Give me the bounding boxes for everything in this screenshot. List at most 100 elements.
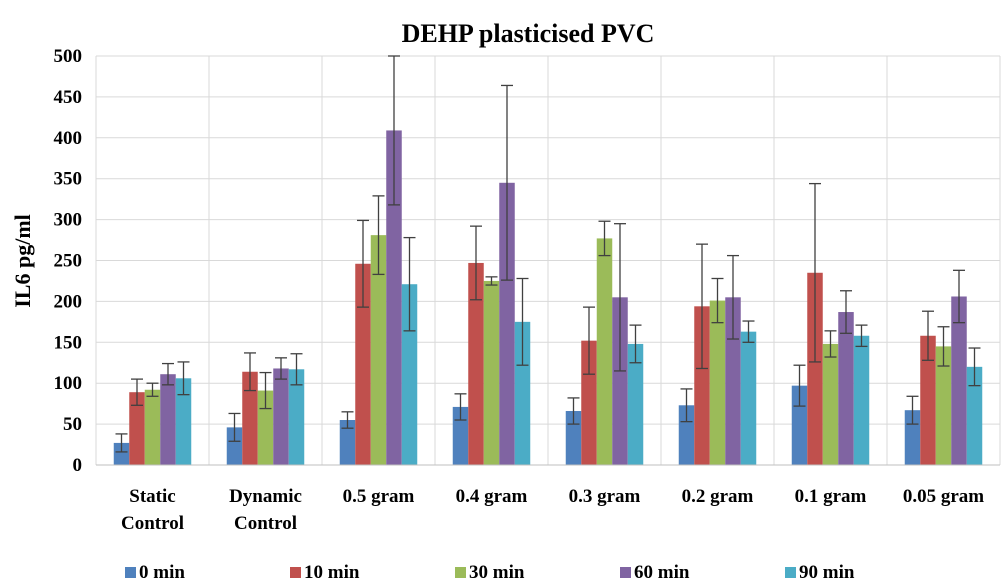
x-category-label: 0.1 gram [795,486,867,507]
x-category-label: 0.2 gram [682,486,754,507]
error-bar [953,269,965,324]
error-bar [855,324,868,348]
error-bar [711,277,724,324]
bar-90-min-1 [288,369,305,465]
error-bar [937,326,950,367]
error-bar [357,219,369,308]
legend-label: 30 min [469,562,525,583]
bar-10-min-4 [581,340,597,465]
bar-0-min-2 [339,420,356,465]
x-category-label: Dynamic [229,486,302,507]
y-tick-label: 150 [54,332,83,353]
bar-10-min-0 [129,392,145,465]
y-tick-label: 250 [54,251,83,272]
error-bar [275,357,287,380]
error-bar [680,388,693,423]
error-bar [177,361,190,396]
error-bar [341,411,354,429]
error-bar [162,362,174,386]
legend-item: 60 min [620,562,690,583]
legend-item: 0 min [125,562,185,583]
x-category-label: 0.5 gram [343,486,415,507]
error-bar [840,290,852,334]
error-bar [516,277,529,366]
y-tick-label: 350 [54,169,83,190]
bar-60-min-0 [160,374,176,465]
bar-30-min-0 [144,389,161,465]
error-bar [131,378,143,406]
bar-30-min-2 [370,235,387,465]
error-bar [567,397,580,425]
error-bar [470,225,482,301]
error-bar [454,393,467,421]
legend-swatch [785,567,796,578]
y-tick-label: 500 [54,46,83,67]
bar-0-min-3 [452,406,469,465]
legend-swatch [125,567,136,578]
error-bar [906,395,919,425]
error-bar [793,364,806,407]
error-bar [244,352,256,392]
bar-0-min-5 [678,405,695,465]
bar-60-min-3 [499,182,515,466]
error-bar [388,55,400,206]
error-bars [115,55,981,453]
legend-item: 30 min [455,562,525,583]
gridlines [95,55,1001,465]
error-bar [403,236,416,332]
error-bar [115,433,128,453]
y-tick-label: 450 [54,87,83,108]
bar-60-min-7 [951,296,967,465]
y-tick-label: 400 [54,128,83,149]
y-tick-label: 50 [63,414,82,435]
bar-30-min-5 [709,300,726,465]
y-tick-label: 0 [73,455,83,476]
bars [113,130,983,466]
error-bar [372,195,385,276]
bar-60-min-6 [838,312,854,465]
error-bar [501,84,513,281]
error-bar [290,353,303,386]
legend-label: 90 min [799,562,855,583]
legend-label: 10 min [304,562,360,583]
bar-90-min-0 [175,378,192,465]
bar-60-min-1 [273,368,289,465]
legend-item: 90 min [785,562,855,583]
chart-title: DEHP plasticised PVC [402,19,655,48]
error-bar [583,306,595,375]
error-bar [696,243,708,370]
legend-label: 0 min [139,562,185,583]
bar-60-min-2 [386,130,402,466]
bar-30-min-6 [822,343,839,465]
bar-30-min-3 [483,280,500,465]
legend-item: 10 min [290,562,360,583]
error-bar [259,371,272,410]
x-category-label: Control [121,513,184,534]
y-tick-label: 100 [54,373,83,394]
legend-swatch [620,567,631,578]
bar-10-min-6 [807,272,823,465]
bar-10-min-7 [920,335,936,465]
x-category-label: 0.3 gram [569,486,641,507]
error-bar [742,320,755,343]
x-axis-categories: Static Control Dynamic Control 0.5 gram 0.4 g… [121,486,984,534]
x-category-label: 0.4 gram [456,486,528,507]
error-bar [968,347,981,387]
bar-10-min-5 [694,306,710,465]
y-tick-label: 300 [54,210,83,231]
bar-10-min-3 [468,262,484,465]
y-axis-ticks: 0 50 100 150 200 250 300 350 400 450 500 [54,46,83,476]
legend-label: 60 min [634,562,690,583]
error-bar [146,382,159,397]
bar-90-min-6 [853,335,870,465]
bar-0-min-0 [113,442,130,465]
bar-90-min-5 [740,331,757,465]
y-tick-label: 200 [54,291,83,312]
bar-90-min-2 [401,284,418,465]
bar-90-min-3 [514,321,531,465]
error-bar [629,324,642,364]
error-bar [614,223,626,372]
bar-30-min-4 [596,238,613,465]
